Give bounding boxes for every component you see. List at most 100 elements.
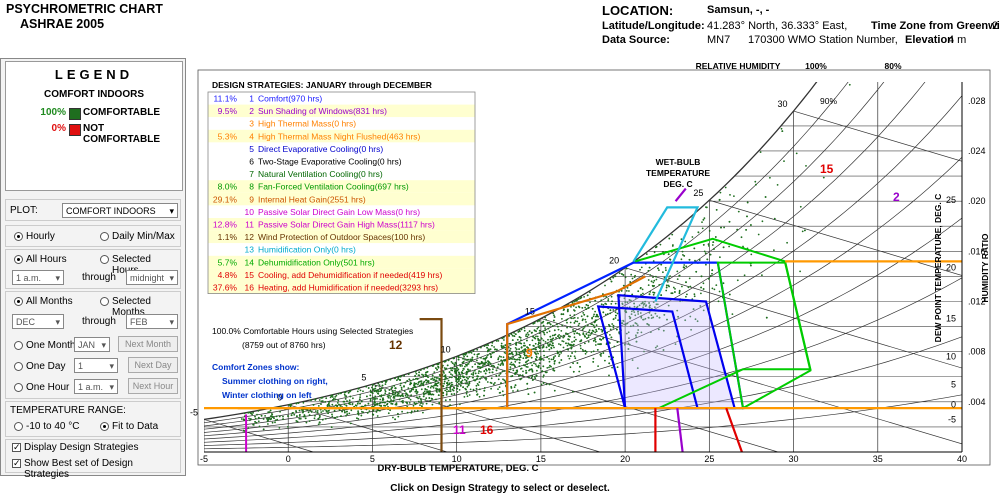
strategy-label[interactable]: Internal Heat Gain(2551 hrs): [258, 194, 366, 204]
fan-ventilation-zone[interactable]: [716, 261, 812, 410]
data-point: [609, 309, 612, 312]
hour-from-select[interactable]: 1 a.m.: [12, 270, 64, 286]
strategy-row[interactable]: [208, 268, 475, 281]
data-point: [700, 286, 702, 289]
comfort-zone-summer[interactable]: [617, 294, 737, 410]
daily-radio[interactable]: [100, 232, 109, 241]
strategy-label[interactable]: Humidification Only(0 hrs): [258, 245, 356, 255]
data-point: [549, 364, 551, 367]
strategy-label[interactable]: Fan-Forced Ventilation Cooling(697 hrs): [258, 182, 409, 192]
one-hour-select[interactable]: 1 a.m.: [74, 379, 118, 395]
strategy-row[interactable]: [208, 142, 475, 155]
next-day-button[interactable]: Next Day: [128, 357, 178, 373]
selected-months-radio[interactable]: [100, 297, 109, 306]
plot-select[interactable]: COMFORT INDOORS: [62, 203, 178, 219]
strategy-row[interactable]: [208, 117, 475, 130]
data-point: [419, 369, 422, 371]
sun-shading-limit[interactable]: [676, 407, 684, 464]
one-month-radio[interactable]: [14, 341, 23, 350]
temp-range-radio-2[interactable]: [100, 422, 109, 431]
data-point: [546, 356, 548, 359]
show-best-checkbox[interactable]: ✓: [12, 458, 21, 468]
data-point: [566, 348, 569, 351]
strategy-label[interactable]: Passive Solar Direct Gain Low Mass(0 hrs…: [258, 207, 420, 217]
data-point: [703, 217, 706, 220]
data-point: [665, 284, 668, 287]
one-day-radio[interactable]: [14, 362, 23, 371]
data-point: [714, 236, 717, 238]
strategy-row[interactable]: [208, 92, 475, 105]
strategy-label[interactable]: Passive Solar Direct Gain High Mass(1117…: [258, 220, 435, 230]
data-point: [488, 368, 490, 370]
data-point: [415, 392, 418, 395]
hour-to-select[interactable]: midnight: [126, 270, 178, 286]
data-point: [360, 400, 363, 403]
data-point: [579, 344, 582, 347]
data-point: [406, 411, 409, 414]
all-months-radio[interactable]: [14, 297, 23, 306]
data-point: [341, 410, 343, 413]
data-point: [534, 377, 537, 380]
data-point: [608, 324, 610, 326]
data-point: [631, 359, 634, 361]
strategy-label[interactable]: Comfort(970 hrs): [258, 94, 322, 104]
one-day-select[interactable]: 1: [74, 358, 118, 374]
humidification-zone[interactable]: [632, 206, 700, 302]
data-point: [666, 318, 668, 321]
strategy-row[interactable]: [208, 243, 475, 256]
strategy-row[interactable]: [208, 205, 475, 218]
next-month-button[interactable]: Next Month: [118, 336, 178, 352]
month-to-select[interactable]: FEB: [126, 314, 178, 330]
data-point: [689, 285, 692, 288]
strategy-row[interactable]: [208, 281, 475, 294]
strategy-row[interactable]: [208, 192, 475, 206]
strategy-label[interactable]: High Thermal Mass(0 hrs): [258, 119, 356, 129]
month-from-select[interactable]: DEC: [12, 314, 64, 330]
strategy-label[interactable]: Natural Ventilation Cooling(0 hrs): [258, 169, 383, 179]
data-point: [520, 339, 522, 341]
data-point: [654, 312, 657, 315]
strategy-row[interactable]: [208, 230, 475, 244]
hourly-radio[interactable]: [14, 232, 23, 241]
selected-hours-radio[interactable]: [100, 255, 109, 264]
strategy-label[interactable]: Wind Protection of Outdoor Spaces(100 hr…: [258, 232, 425, 242]
strategy-row[interactable]: [208, 155, 475, 168]
one-hour-radio[interactable]: [14, 383, 23, 392]
strategy-label[interactable]: Dehumidification Only(501 hrs): [258, 257, 375, 267]
cooling-limit-2[interactable]: [725, 407, 746, 464]
strategy-label[interactable]: Two-Stage Evaporative Cooling(0 hrs): [258, 157, 402, 167]
strategy-row[interactable]: [208, 218, 475, 231]
strategy-label[interactable]: Heating, add Humidification if needed(32…: [258, 283, 438, 293]
strategy-label[interactable]: Cooling, add Dehumidification if needed(…: [258, 270, 442, 280]
data-point: [444, 399, 447, 402]
strategy-label[interactable]: Direct Evaporative Cooling(0 hrs): [258, 144, 383, 154]
strategy-row[interactable]: [208, 255, 475, 269]
data-point: [668, 285, 670, 288]
data-point: [623, 297, 626, 300]
data-point: [445, 386, 448, 389]
data-point: [369, 389, 372, 392]
next-hour-button[interactable]: Next Hour: [128, 378, 178, 394]
strategy-label[interactable]: High Thermal Mass Night Flushed(463 hrs): [258, 131, 421, 141]
strategy-row[interactable]: [208, 104, 475, 118]
one-month-select[interactable]: JAN: [74, 337, 110, 353]
data-point: [587, 304, 589, 307]
strategy-label[interactable]: Sun Shading of Windows(831 hrs): [258, 106, 387, 116]
data-point: [551, 334, 554, 337]
data-point: [499, 391, 502, 394]
wind-protection-line[interactable]: [419, 318, 443, 464]
data-point: [553, 346, 555, 349]
temp-range-radio-1[interactable]: [14, 422, 23, 431]
strategy-row[interactable]: [208, 167, 475, 181]
strategy-row[interactable]: [208, 180, 475, 193]
all-hours-radio[interactable]: [14, 255, 23, 264]
sun-shading-arrow[interactable]: [674, 187, 687, 202]
data-point: [658, 284, 661, 286]
data-point: [431, 393, 434, 396]
data-point: [292, 412, 294, 414]
data-point: [552, 337, 555, 340]
data-point: [523, 353, 526, 355]
data-point: [530, 356, 533, 359]
display-strategies-checkbox[interactable]: ✓: [12, 442, 21, 452]
strategy-row[interactable]: [208, 129, 475, 143]
